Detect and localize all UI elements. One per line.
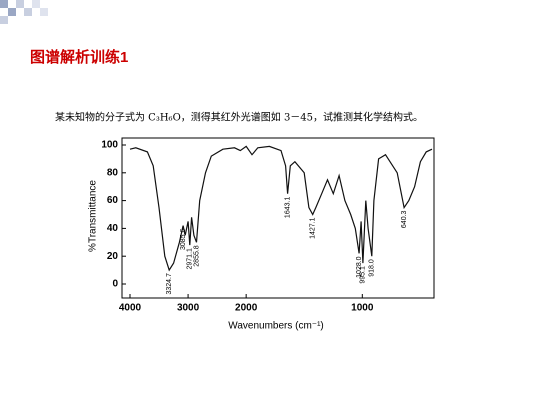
y-tick-label: 40	[107, 223, 119, 234]
peak-label: 640.3	[401, 210, 408, 228]
peak-label: 918.0	[369, 259, 376, 277]
y-axis-title: %Transmittance	[88, 180, 99, 252]
x-axis-title: Wavenumbers (cm⁻¹)	[228, 321, 323, 332]
plot-frame	[121, 137, 435, 299]
peak-label: 1643.1	[284, 197, 291, 219]
y-tick-label: 20	[107, 251, 119, 262]
peak-label: 3085.6	[180, 229, 187, 251]
y-tick-label: 0	[112, 279, 118, 290]
y-tick-label: 100	[101, 140, 118, 151]
x-tick-label: 1000	[351, 303, 374, 314]
peak-label: 995.1	[360, 266, 367, 284]
peak-label: 1427.1	[310, 217, 317, 239]
peak-label: 3324.7	[166, 273, 173, 295]
peak-label: 2855.8	[193, 245, 200, 267]
peak-label: 2971.1	[187, 248, 194, 270]
peak-label: 1028.0	[356, 256, 363, 278]
problem-text: 某未知物的分子式为 C₃H₆O，测得其红外光谱图如 3－45，试推测其化学结构式…	[55, 111, 423, 124]
x-tick-label: 3000	[177, 303, 200, 314]
x-tick-label: 4000	[119, 303, 142, 314]
spectrum-line	[129, 145, 433, 272]
y-tick-label: 60	[107, 195, 119, 206]
x-tick-label: 2000	[235, 303, 258, 314]
decoration	[0, 0, 48, 24]
y-tick-label: 80	[107, 167, 119, 178]
slide-title: 图谱解析训练1	[30, 48, 128, 66]
